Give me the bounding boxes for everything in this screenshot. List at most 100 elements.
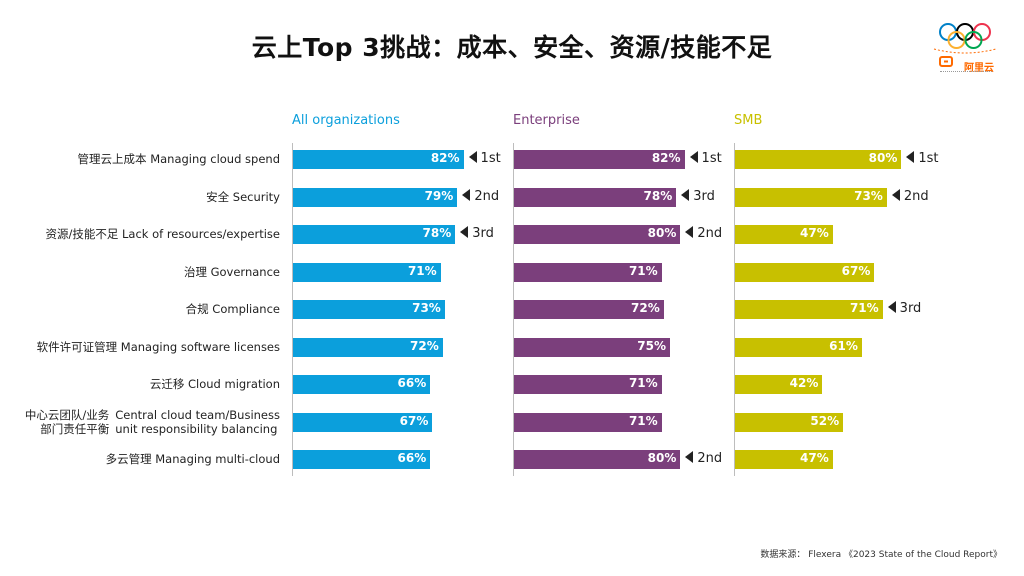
- category-label: 安全 Security: [206, 189, 280, 204]
- triangle-left-icon: [887, 301, 896, 313]
- rank-label: 2nd: [903, 188, 929, 204]
- bar: 71%: [514, 375, 662, 394]
- bar: 80%: [735, 150, 902, 169]
- bar: 82%: [293, 150, 464, 169]
- triangle-left-icon: [906, 151, 915, 163]
- rank-label: 2nd: [697, 451, 723, 466]
- bar: 42%: [735, 375, 823, 394]
- bar: 78%: [293, 225, 456, 244]
- bar: 47%: [735, 450, 833, 469]
- bar: 72%: [514, 300, 664, 319]
- bar-value-label: 71%: [628, 263, 658, 278]
- rank-label: 3rd: [899, 301, 922, 316]
- rank-marker: 2nd: [685, 451, 722, 466]
- bar-value-label: 71%: [628, 413, 658, 428]
- bar-value-label: 67%: [841, 263, 871, 278]
- bar: 71%: [514, 262, 662, 282]
- axis-line: [734, 143, 735, 476]
- bar-value-label: 47%: [800, 226, 829, 240]
- bar: 79%: [293, 187, 458, 207]
- category-label: 资源/技能不足 Lack of resources/expertise: [45, 227, 280, 241]
- bar-value-label: 79%: [424, 188, 454, 203]
- bar: 61%: [735, 337, 862, 357]
- axis-line: [513, 143, 514, 476]
- bar-value-label: 80%: [647, 451, 677, 465]
- triangle-left-icon: [685, 226, 694, 238]
- category-label-en: Central cloud team/Business unit responsi…: [115, 407, 280, 436]
- bar: 80%: [514, 450, 681, 469]
- bar-value-label: 66%: [397, 451, 427, 465]
- bar: 75%: [514, 337, 670, 357]
- rank-label: 3rd: [472, 226, 494, 241]
- bar-value-label: 67%: [399, 413, 429, 428]
- bar: 73%: [293, 300, 445, 319]
- bar-value-label: 72%: [631, 301, 660, 315]
- triangle-left-icon: [681, 188, 690, 201]
- rank-label: 2nd: [474, 188, 500, 204]
- rank-marker: 1st: [689, 151, 722, 166]
- panel-title: SMB: [734, 113, 763, 128]
- bar: 72%: [293, 337, 443, 357]
- rank-marker: 3rd: [681, 188, 715, 204]
- bar: 73%: [735, 187, 887, 207]
- bar-value-label: 80%: [868, 151, 898, 165]
- panel-title: Enterprise: [513, 113, 580, 128]
- panel-title: All organizations: [292, 113, 400, 128]
- axis-line: [292, 143, 293, 476]
- bar-value-label: 71%: [407, 263, 437, 278]
- category-label: 云迁移 Cloud migration: [149, 377, 280, 391]
- rank-label: 3rd: [693, 188, 715, 204]
- slide-title: 云上Top 3挑战：成本、安全、资源/技能不足: [251, 33, 773, 62]
- bar: 71%: [514, 412, 662, 432]
- rank-label: 1st: [480, 151, 501, 166]
- rank-marker: 2nd: [891, 188, 929, 204]
- triangle-left-icon: [460, 226, 469, 238]
- olympic-rings-icon: [933, 23, 997, 67]
- bar-value-label: 72%: [410, 338, 439, 353]
- rank-label: 1st: [701, 151, 722, 166]
- triangle-left-icon: [891, 188, 900, 201]
- triangle-left-icon: [685, 451, 694, 463]
- bar-value-label: 73%: [854, 188, 883, 203]
- bar-value-label: 47%: [800, 451, 829, 465]
- bar-value-label: 71%: [849, 301, 879, 315]
- triangle-left-icon: [689, 151, 698, 163]
- rank-label: 1st: [918, 151, 939, 166]
- bar-value-label: 75%: [637, 338, 666, 353]
- rank-marker: 1st: [906, 151, 939, 166]
- rank-label: 2nd: [697, 226, 723, 241]
- bar: 66%: [293, 375, 431, 394]
- category-label: 管理云上成本 Managing cloud spend: [77, 152, 280, 166]
- bar: 80%: [514, 225, 681, 244]
- bar: 67%: [735, 262, 875, 282]
- bar: 78%: [514, 187, 677, 207]
- rank-marker: 3rd: [887, 301, 922, 316]
- rank-marker: 2nd: [685, 226, 722, 241]
- rank-marker: 2nd: [462, 188, 500, 204]
- bar-value-label: 61%: [829, 338, 858, 353]
- bar-value-label: 82%: [430, 151, 460, 165]
- bar-value-label: 80%: [647, 226, 677, 240]
- bar-value-label: 42%: [789, 376, 819, 390]
- bar-value-label: 71%: [628, 376, 658, 390]
- category-label: 软件许可证管理 Managing software licenses: [36, 339, 280, 354]
- logo-text: 阿里云: [964, 63, 994, 74]
- bar-value-label: 78%: [643, 188, 673, 203]
- bar-value-label: 66%: [397, 376, 427, 390]
- bar: 66%: [293, 450, 431, 469]
- category-label-zh: 中心云团队/业务 部门责任平衡: [24, 407, 110, 436]
- triangle-left-icon: [468, 151, 477, 163]
- rank-marker: 3rd: [460, 226, 494, 241]
- category-label: 治理 Governance: [183, 264, 280, 279]
- category-label: 中心云团队/业务 部门责任平衡 Central cloud team/Busines…: [25, 408, 280, 436]
- category-label: 多云管理 Managing multi-cloud: [105, 452, 280, 466]
- bar-value-label: 78%: [422, 226, 452, 240]
- rank-marker: 1st: [468, 151, 501, 166]
- bar-value-label: 52%: [810, 413, 840, 428]
- bar-value-label: 82%: [651, 151, 681, 165]
- bar: 71%: [735, 300, 883, 319]
- bar: 82%: [514, 150, 685, 169]
- bar: 47%: [735, 225, 833, 244]
- bar: 67%: [293, 412, 433, 432]
